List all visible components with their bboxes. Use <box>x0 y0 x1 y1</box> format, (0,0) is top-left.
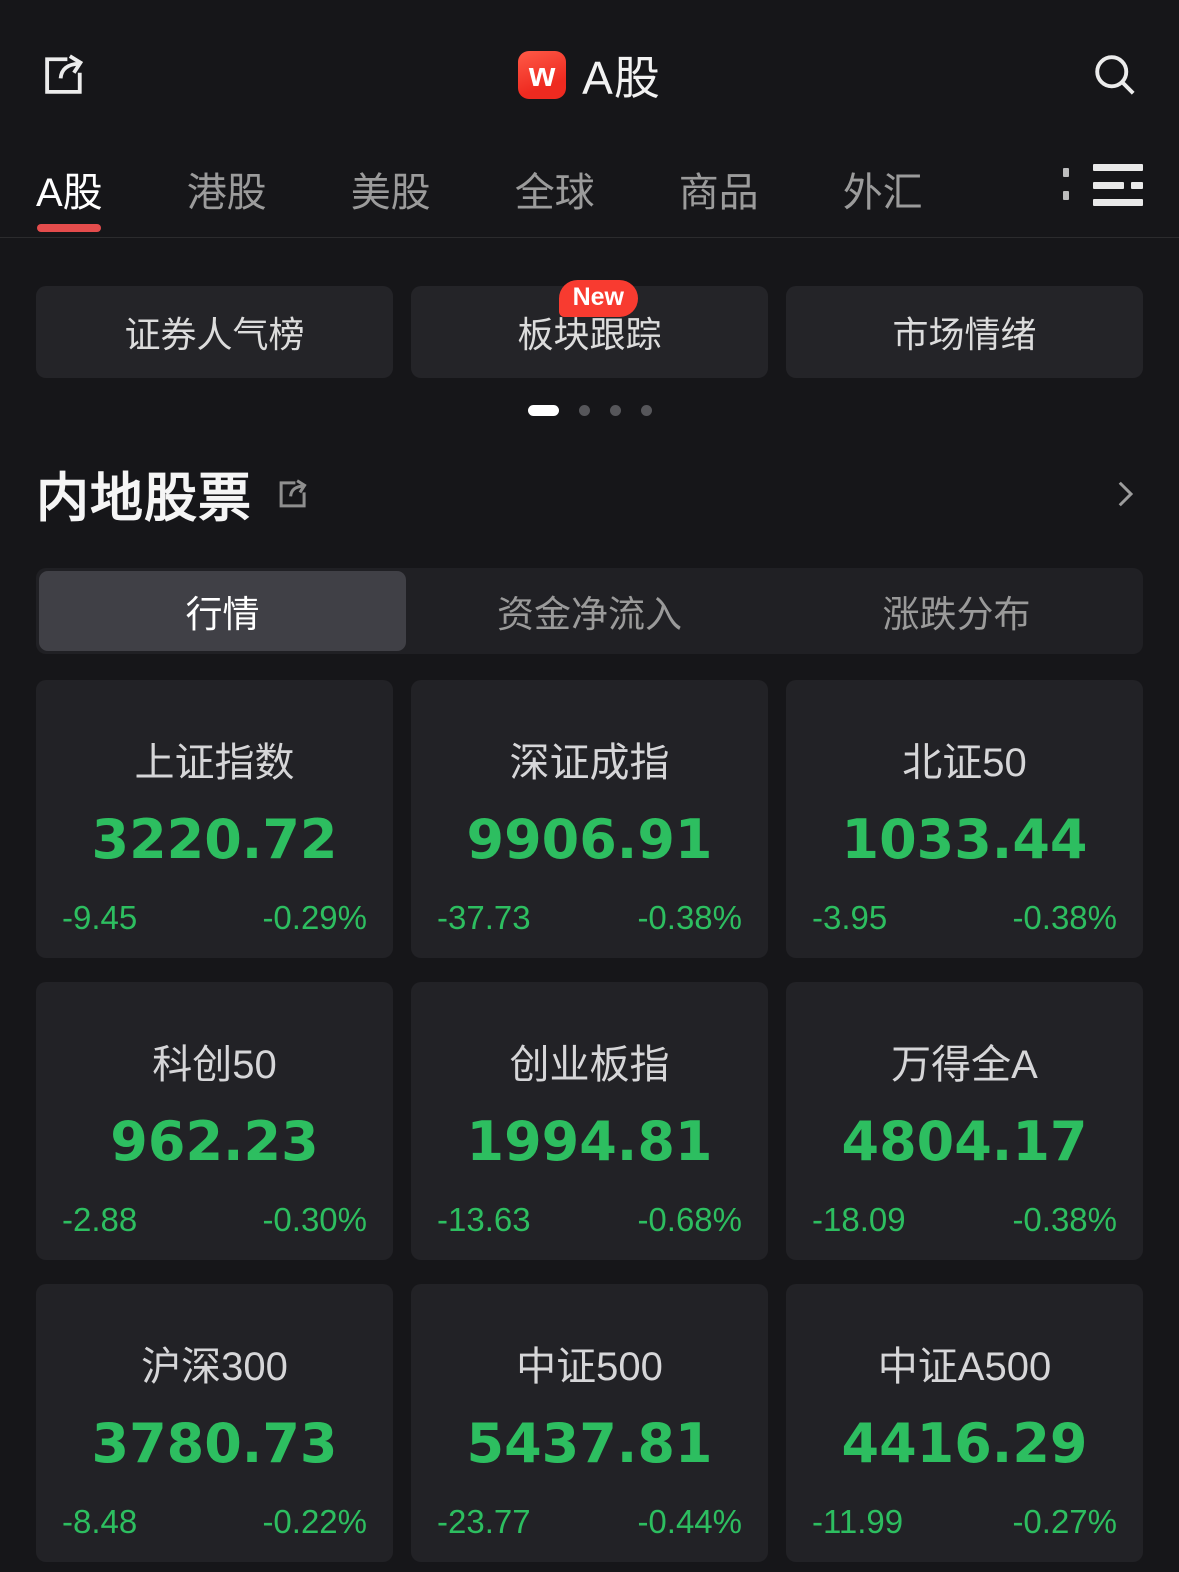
index-card-shenzhen-component[interactable]: 深证成指 9906.91 -37.73 -0.38% <box>411 680 768 958</box>
carousel-dots[interactable] <box>0 404 1179 416</box>
index-change-pct: -0.68% <box>637 1201 742 1238</box>
view-segmented-control: 行情 资金净流入 涨跌分布 <box>36 568 1143 654</box>
index-change-pct: -0.27% <box>1012 1503 1117 1540</box>
index-value: 3780.73 <box>91 1412 338 1475</box>
segment-net-inflow[interactable]: 资金净流入 <box>406 571 773 651</box>
index-card-star50[interactable]: 科创50 962.23 -2.88 -0.30% <box>36 982 393 1260</box>
button-sector-tracking[interactable]: 板块跟踪 New <box>411 280 768 378</box>
index-card-wind-all-a[interactable]: 万得全A 4804.17 -18.09 -0.38% <box>786 982 1143 1260</box>
index-card-bse50[interactable]: 北证50 1033.44 -3.95 -0.38% <box>786 680 1143 958</box>
market-tab-bar: A股 港股 美股 全球 商品 外汇 <box>0 150 1179 238</box>
tab-hk-stocks[interactable]: 港股 <box>187 160 267 240</box>
index-value: 1994.81 <box>466 1110 713 1173</box>
button-label: 证券人气榜 <box>124 314 305 355</box>
index-value: 9906.91 <box>466 808 713 871</box>
button-stock-popularity[interactable]: 证券人气榜 <box>36 286 393 378</box>
index-change: -37.73 <box>437 899 531 936</box>
index-card-chinext[interactable]: 创业板指 1994.81 -13.63 -0.68% <box>411 982 768 1260</box>
tab-label: 外汇 <box>842 171 923 215</box>
top-bar: w A股 <box>0 0 1179 150</box>
new-badge: New <box>558 280 638 317</box>
index-change-pct: -0.22% <box>262 1503 367 1540</box>
index-card-csi500[interactable]: 中证500 5437.81 -23.77 -0.44% <box>411 1284 768 1562</box>
index-value: 4416.29 <box>841 1412 1088 1475</box>
share-button[interactable] <box>36 47 92 103</box>
index-name: 中证A500 <box>877 1345 1052 1389</box>
index-card-grid: 上证指数 3220.72 -9.45 -0.29% 深证成指 9906.91 -… <box>36 680 1143 1562</box>
carousel-dot-active <box>527 404 559 416</box>
index-change-pct: -0.44% <box>637 1503 742 1540</box>
index-name: 中证500 <box>516 1345 663 1389</box>
index-name: 深证成指 <box>509 741 670 785</box>
tab-label: 全球 <box>514 171 595 215</box>
button-label: 板块跟踪 <box>517 314 662 355</box>
index-card-shanghai-composite[interactable]: 上证指数 3220.72 -9.45 -0.29% <box>36 680 393 958</box>
tab-label: 港股 <box>186 171 267 215</box>
tab-label: 美股 <box>350 171 431 215</box>
segment-label: 资金净流入 <box>497 594 682 635</box>
search-icon <box>1095 55 1135 95</box>
menu-icon <box>1093 164 1143 171</box>
app-logo: w <box>518 51 567 99</box>
index-card-csi300[interactable]: 沪深300 3780.73 -8.48 -0.22% <box>36 1284 393 1562</box>
index-name: 北证50 <box>902 741 1027 785</box>
share-icon <box>279 479 307 508</box>
index-value: 3220.72 <box>91 808 338 871</box>
index-change-pct: -0.30% <box>262 1201 367 1238</box>
share-icon <box>45 54 84 94</box>
search-button[interactable] <box>1087 47 1143 103</box>
button-label: 市场情绪 <box>892 314 1037 355</box>
tab-commodities[interactable]: 商品 <box>679 160 759 240</box>
chevron-right-icon <box>1118 481 1134 507</box>
quick-links-row: 证券人气榜 板块跟踪 New 市场情绪 <box>0 280 1179 378</box>
button-market-sentiment[interactable]: 市场情绪 <box>786 286 1143 378</box>
index-change: -13.63 <box>437 1201 531 1238</box>
index-name: 上证指数 <box>134 741 295 785</box>
carousel-dot <box>640 404 652 416</box>
index-value: 1033.44 <box>841 808 1088 871</box>
tab-global[interactable]: 全球 <box>515 160 595 240</box>
segment-label: 涨跌分布 <box>882 594 1031 635</box>
section-more-button[interactable] <box>1107 476 1143 512</box>
tab-label: 商品 <box>678 171 759 215</box>
section-header: 内地股票 <box>0 456 1179 532</box>
page-title: A股 <box>582 52 661 104</box>
index-change: -2.88 <box>62 1201 138 1238</box>
index-change-pct: -0.38% <box>1012 899 1117 936</box>
section-title: 内地股票 <box>36 469 252 528</box>
index-change-pct: -0.38% <box>637 899 742 936</box>
index-value: 4804.17 <box>841 1110 1088 1173</box>
index-change: -23.77 <box>437 1503 531 1540</box>
segment-label: 行情 <box>185 594 260 635</box>
active-tab-underline <box>37 224 102 232</box>
index-name: 沪深300 <box>141 1345 288 1389</box>
index-card-csi-a500[interactable]: 中证A500 4416.29 -11.99 -0.27% <box>786 1284 1143 1562</box>
index-change: -9.45 <box>62 899 138 936</box>
tab-list-menu-button[interactable] <box>1093 162 1143 208</box>
index-name: 创业板指 <box>509 1043 670 1087</box>
segment-advance-decline[interactable]: 涨跌分布 <box>773 571 1140 651</box>
index-value: 962.23 <box>110 1110 319 1173</box>
index-change: -18.09 <box>812 1201 906 1238</box>
tab-a-shares[interactable]: A股 <box>36 160 103 240</box>
segment-quotes[interactable]: 行情 <box>39 571 406 651</box>
index-change-pct: -0.29% <box>262 899 367 936</box>
tab-us-stocks[interactable]: 美股 <box>351 160 431 240</box>
index-name: 科创50 <box>152 1043 277 1087</box>
section-share-button[interactable] <box>274 475 312 513</box>
tab-forex[interactable]: 外汇 <box>843 160 923 240</box>
index-change: -8.48 <box>62 1503 138 1540</box>
index-change: -11.99 <box>812 1503 904 1540</box>
partial-tab-edge <box>1063 162 1073 206</box>
index-change-pct: -0.38% <box>1012 1201 1117 1238</box>
tab-label: A股 <box>36 171 103 215</box>
index-change: -3.95 <box>812 899 888 936</box>
carousel-dot <box>578 404 590 416</box>
index-name: 万得全A <box>891 1043 1038 1087</box>
carousel-dot <box>609 404 621 416</box>
index-value: 5437.81 <box>466 1412 713 1475</box>
